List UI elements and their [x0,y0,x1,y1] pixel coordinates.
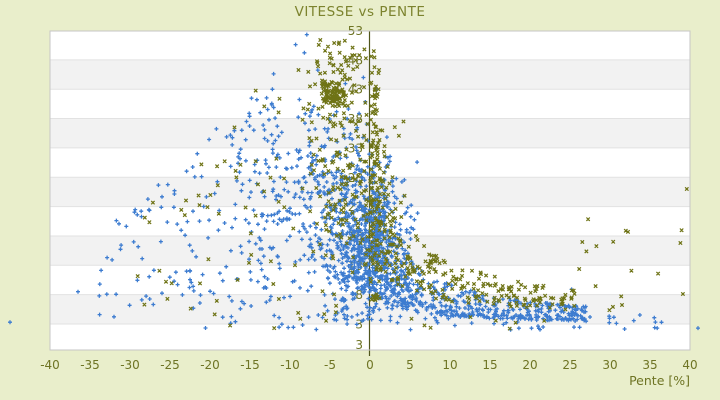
x-tick-label: 35 [642,358,657,372]
series-olive-markers [135,37,689,331]
x-axis-title: Pente [%] [629,373,690,388]
x-tick-label: 0 [366,358,374,372]
chart-title: VITESSE vs PENTE [294,4,426,20]
x-tick-label: -40 [40,358,60,372]
x-tick-label: 40 [682,358,697,372]
x-tick-label: -20 [200,358,220,372]
y-tick-label: 3 [355,318,363,332]
x-tick-label: -15 [240,358,260,372]
x-tick-label: 20 [522,358,537,372]
x-tick-label: 10 [442,358,457,372]
x-tick-label: -30 [120,358,140,372]
y-tick-label: 8 [355,288,363,302]
x-tick-label: 30 [602,358,617,372]
x-tick-label: 15 [482,358,497,372]
x-tick-label: -5 [324,358,336,372]
y-axis-min-label: 3 [355,338,363,352]
plot-border [49,30,691,351]
x-tick-label: -25 [160,358,180,372]
x-axis-labels: -40 -35 -30 -25 -20 -15 -10 -5 0 5 10 15 20 25 30 35 40 [40,358,697,372]
x-tick-label: 5 [406,358,414,372]
x-tick-label: -35 [80,358,100,372]
x-tick-label: 25 [562,358,577,372]
x-tick-label: -10 [280,358,300,372]
